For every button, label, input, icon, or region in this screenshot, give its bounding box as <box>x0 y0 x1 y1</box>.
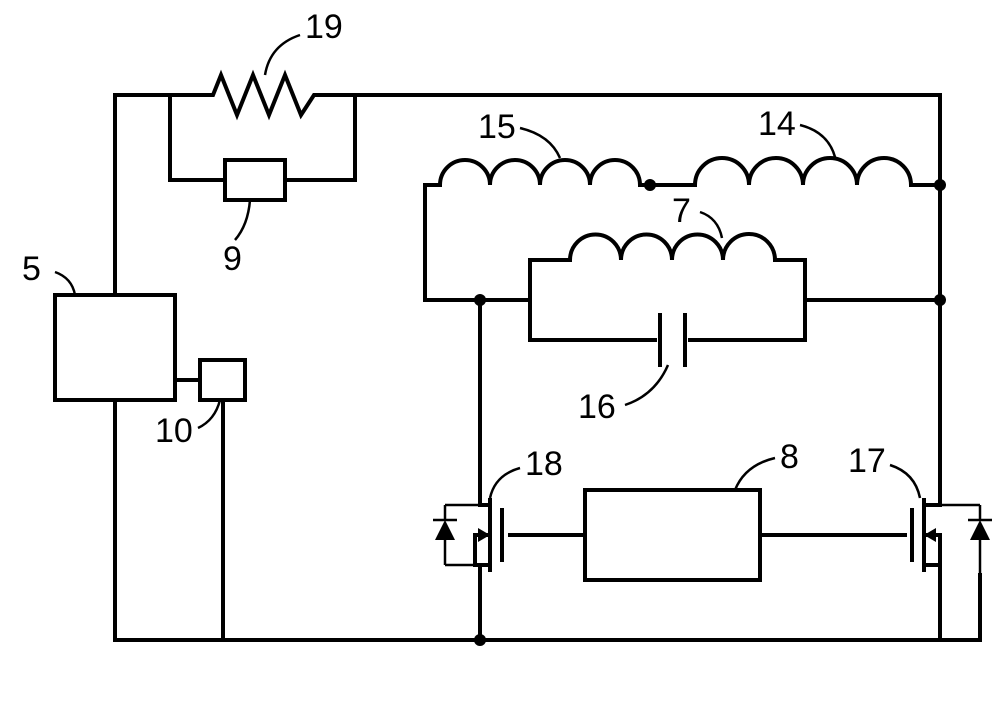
label-9: 9 <box>223 240 242 278</box>
label-18: 18 <box>525 445 563 483</box>
block-8 <box>585 490 760 580</box>
leader-8 <box>735 458 775 490</box>
block-10 <box>200 360 245 400</box>
circuit-diagram: 19 9 15 14 7 16 5 10 18 8 17 <box>0 0 1000 710</box>
inductor-7 <box>570 234 775 260</box>
capacitor-16 <box>660 315 685 365</box>
label-16: 16 <box>578 388 616 426</box>
label-15: 15 <box>478 108 516 146</box>
leader-9 <box>235 200 250 240</box>
wire-topleft <box>115 95 200 295</box>
leader-18 <box>490 468 520 498</box>
leader-19 <box>265 35 300 75</box>
leader-17 <box>890 465 920 498</box>
inductor-15 <box>425 160 650 185</box>
node-dot <box>934 179 946 191</box>
label-17: 17 <box>848 442 886 480</box>
leader-14 <box>800 125 835 157</box>
node-dot <box>474 294 486 306</box>
mosfet-18 <box>433 495 502 575</box>
leader-10 <box>198 400 220 428</box>
wire-l15-drop <box>425 185 480 300</box>
label-10: 10 <box>155 412 193 450</box>
wire-bottom-rail <box>223 575 980 640</box>
label-14: 14 <box>758 105 796 143</box>
mosfet-17 <box>912 495 992 575</box>
inductor-14 <box>650 158 940 185</box>
label-5: 5 <box>22 250 41 288</box>
node-dot <box>474 634 486 646</box>
node-dot <box>934 294 946 306</box>
label-8: 8 <box>780 438 799 476</box>
resistor-19 <box>200 75 330 115</box>
block-9 <box>225 160 285 200</box>
block-5 <box>55 295 175 400</box>
wire-r19-shunt-right <box>285 95 355 180</box>
label-19: 19 <box>305 8 343 46</box>
node-dot <box>644 179 656 191</box>
leader-16 <box>625 365 668 405</box>
label-7: 7 <box>672 192 691 230</box>
leader-5 <box>55 272 75 295</box>
leader-15 <box>520 128 560 158</box>
wire-r19-shunt-left <box>170 95 225 180</box>
